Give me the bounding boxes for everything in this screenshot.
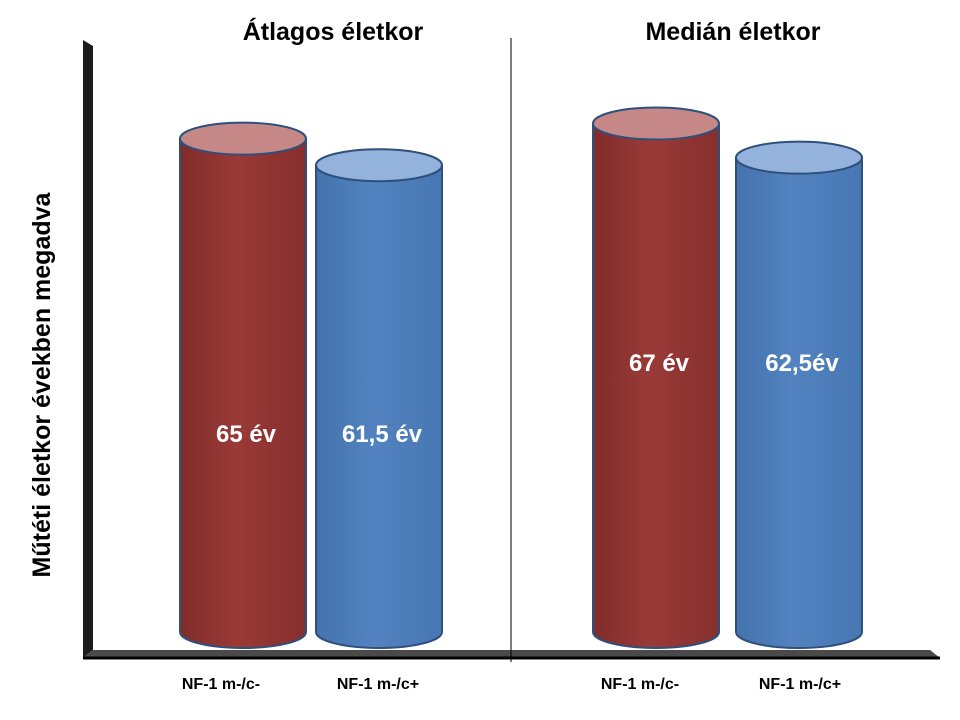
bar-average-m-c-minus: 65 év [179,121,307,649]
data-label-average-m-c-plus: 61,5 év [342,421,423,448]
data-label-median-m-c-plus: 62,5év [765,350,839,377]
bar-body-median-m-c-plus [735,156,863,649]
bar-top-median-m-c-minus [592,106,720,141]
bar-top-average-m-c-plus [315,148,443,183]
tick-label-median-m-c-minus: NF-1 m-/c- [601,676,679,693]
panel-title-average: Átlagos életkor [243,17,424,46]
tick-label-median-m-c-plus: NF-1 m-/c+ [759,676,841,693]
bars: 65 év 61,5 év 67 év 62,5év [179,106,863,649]
data-label-average-m-c-minus: 65 év [216,421,277,448]
bar-average-m-c-plus: 61,5 év [315,148,443,649]
bar-median-m-c-plus: 62,5év [735,140,863,649]
tick-label-average-m-c-plus: NF-1 m-/c+ [337,676,419,693]
bar-body-average-m-c-plus [315,164,443,649]
panel-title-median: Medián életkor [645,18,820,46]
data-label-median-m-c-minus: 67 év [629,350,690,377]
tick-label-average-m-c-minus: NF-1 m-/c- [182,676,260,693]
y-axis [83,40,93,658]
bar-top-median-m-c-plus [735,140,863,175]
bar-body-median-m-c-minus [592,122,720,649]
axes [83,38,940,662]
bar-top-average-m-c-minus [179,121,307,156]
bar-median-m-c-minus: 67 év [592,106,720,649]
y-axis-label: Műtéti életkor években megadva [28,191,56,577]
bar-body-average-m-c-minus [179,137,307,649]
